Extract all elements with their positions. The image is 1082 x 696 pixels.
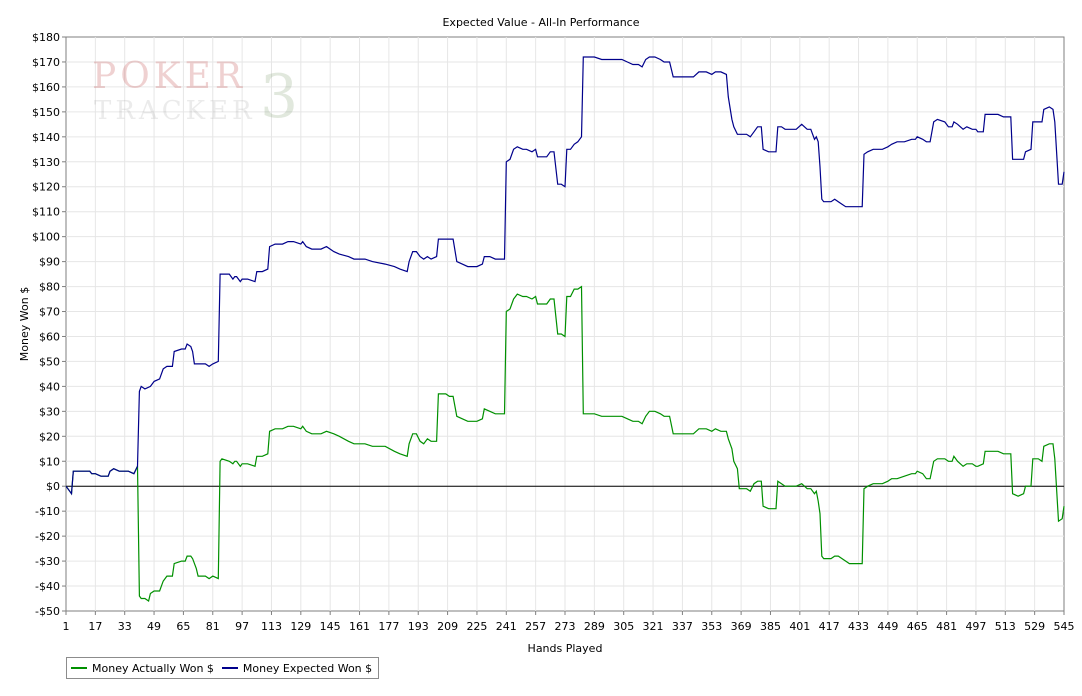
x-tick-label: 417 (819, 620, 840, 633)
watermark-line1: POKER (92, 56, 247, 97)
series-layer (65, 56, 1065, 602)
x-axis-label: Hands Played (528, 642, 603, 655)
x-axis: 1 17 33 49 65 81 97 113 129 145 161 177 193 209 225 241… (63, 611, 1075, 633)
x-tick-label: 145 (320, 620, 341, 633)
x-tick-label: 513 (995, 620, 1016, 633)
x-tick-label: 369 (731, 620, 752, 633)
x-tick-label: 97 (235, 620, 249, 633)
y-axis-label: Money Won $ (18, 287, 31, 361)
x-tick-label: 209 (437, 620, 458, 633)
y-tick-label: $10 (39, 455, 60, 468)
legend-swatch-actual (71, 667, 87, 669)
y-tick-label: $160 (32, 81, 60, 94)
x-tick-label: 273 (555, 620, 576, 633)
y-tick-label: $60 (39, 330, 60, 343)
x-tick-label: 321 (643, 620, 664, 633)
y-tick-label: $150 (32, 106, 60, 119)
y-tick-label: $170 (32, 56, 60, 69)
x-tick-label: 113 (261, 620, 282, 633)
x-tick-label: 497 (965, 620, 986, 633)
x-tick-label: 49 (147, 620, 161, 633)
x-tick-label: 433 (848, 620, 869, 633)
x-tick-label: 257 (525, 620, 546, 633)
y-tick-label: $0 (46, 480, 60, 493)
y-tick-label: $20 (39, 430, 60, 443)
y-tick-label: -$10 (35, 505, 60, 518)
legend-item-actual: Money Actually Won $ (71, 662, 214, 675)
x-tick-label: 65 (176, 620, 190, 633)
x-tick-label: 81 (206, 620, 220, 633)
x-tick-label: 353 (701, 620, 722, 633)
y-tick-label: -$30 (35, 555, 60, 568)
x-tick-label: 385 (760, 620, 781, 633)
x-tick-label: 289 (584, 620, 605, 633)
y-tick-label: $30 (39, 405, 60, 418)
x-tick-label: 225 (466, 620, 487, 633)
y-tick-label: $140 (32, 131, 60, 144)
legend-item-expected: Money Expected Won $ (221, 661, 373, 675)
x-tick-label: 449 (877, 620, 898, 633)
x-tick-label: 465 (907, 620, 928, 633)
chart-title: Expected Value - All-In Performance (442, 16, 639, 29)
y-tick-label: $100 (32, 231, 60, 244)
x-tick-label: 305 (613, 620, 634, 633)
x-tick-label: 129 (290, 620, 311, 633)
watermark-mark: 3 (260, 62, 299, 132)
pokertracker-watermark: POKER TRACKER 3 (92, 56, 298, 132)
y-tick-label: $130 (32, 156, 60, 169)
x-tick-label: 241 (496, 620, 517, 633)
legend: Money Actually Won $ Money Expected Won … (66, 657, 380, 679)
x-tick-label: 337 (672, 620, 693, 633)
y-tick-label: $180 (32, 31, 60, 44)
y-axis: -$50 -$40 -$30 -$20 -$10 $0 $10 $20 $30 $40 $50 $60… (32, 31, 66, 618)
grid (66, 37, 1064, 611)
y-tick-label: $120 (32, 181, 60, 194)
x-tick-label: 481 (936, 620, 957, 633)
legend-label-actual: Money Actually Won $ (92, 661, 214, 675)
y-tick-label: $50 (39, 355, 60, 368)
x-tick-label: 529 (1024, 620, 1045, 633)
watermark-line2: TRACKER (94, 96, 256, 126)
legend-swatch-expected (221, 667, 238, 669)
legend-label-expected: Money Expected Won $ (242, 661, 373, 675)
y-tick-label: -$40 (35, 580, 60, 593)
x-tick-label: 193 (408, 620, 429, 633)
series-line-actual (65, 285, 1065, 602)
x-tick-label: 33 (118, 620, 132, 633)
y-tick-label: -$20 (35, 530, 60, 543)
y-tick-label: $70 (39, 306, 60, 319)
y-tick-label: $40 (39, 380, 60, 393)
x-tick-label: 401 (789, 620, 810, 633)
x-tick-label: 177 (378, 620, 399, 633)
y-tick-label: $90 (39, 256, 60, 269)
series-line-expected (65, 56, 1065, 496)
x-tick-label: 161 (349, 620, 370, 633)
y-tick-label: $80 (39, 281, 60, 294)
y-tick-label: $110 (32, 206, 60, 219)
x-tick-label: 1 (63, 620, 70, 633)
x-tick-label: 545 (1054, 620, 1075, 633)
x-tick-label: 17 (88, 620, 102, 633)
y-tick-label: -$50 (35, 605, 60, 618)
